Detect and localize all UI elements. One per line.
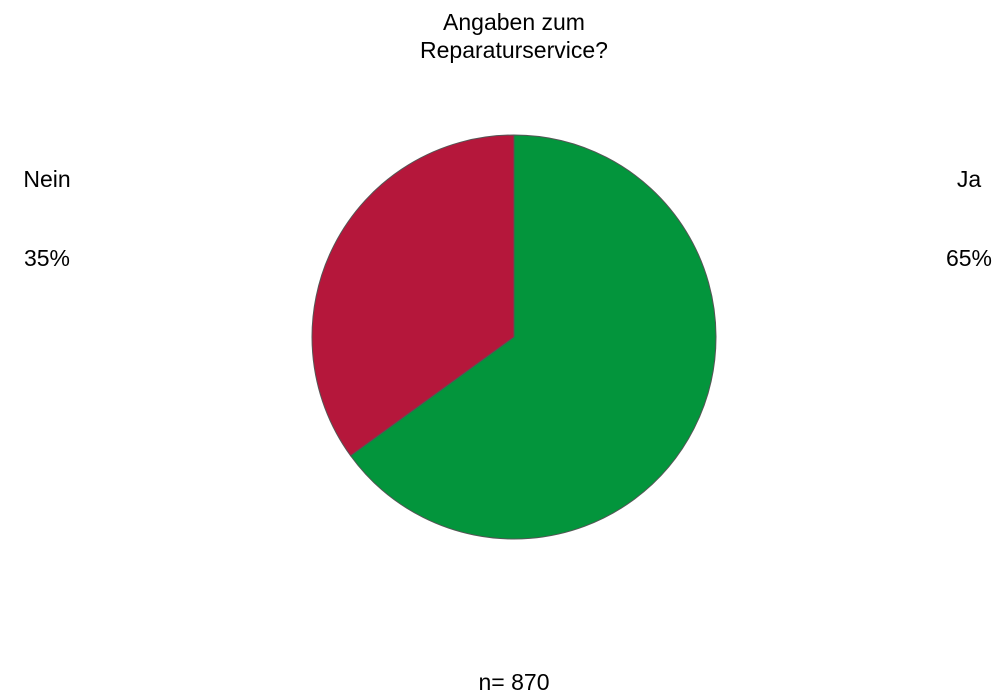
slice-label-nein: Nein [23, 166, 70, 192]
pie-slice-nein [311, 134, 515, 457]
sample-size-footnote: n= 870 [479, 669, 550, 695]
pie-slice-ja [349, 134, 717, 540]
pie-slices [311, 134, 717, 540]
chart-title-line-2: Reparaturservice? [420, 37, 608, 63]
chart-title-line-1: Angaben zum [443, 9, 585, 35]
slice-labels: Ja 65% Nein 35% [23, 166, 992, 271]
chart-title: Angaben zum Reparaturservice? [420, 9, 608, 63]
slice-value-nein: 35% [24, 245, 70, 271]
slice-value-ja: 65% [946, 245, 992, 271]
slice-label-ja: Ja [957, 166, 982, 192]
